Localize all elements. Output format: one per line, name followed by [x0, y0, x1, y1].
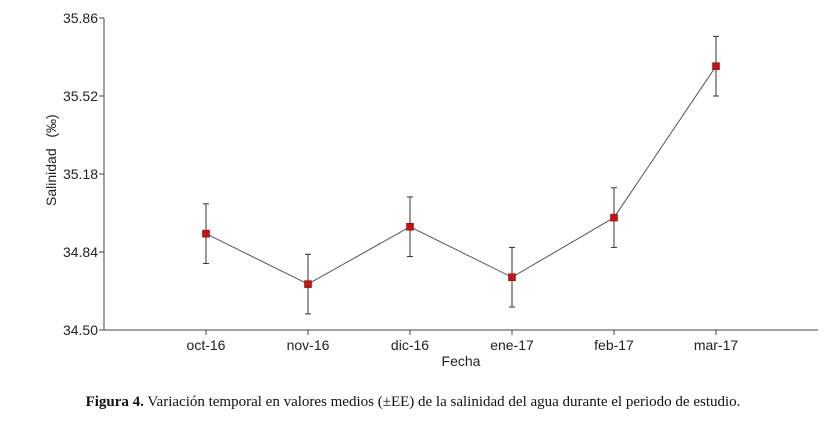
y-tick-label: 35.86	[63, 10, 98, 26]
marker-group	[202, 62, 720, 288]
data-point-marker	[610, 213, 618, 222]
data-point-marker	[202, 229, 210, 238]
caption-label: Figura 4.	[85, 394, 144, 410]
y-tick-label: 35.18	[63, 166, 98, 182]
x-axis-title: Fecha	[442, 353, 481, 369]
y-tick-label: 35.52	[63, 88, 98, 104]
data-point-marker	[712, 62, 720, 70]
tick-group: 34.50 34.84 35.18 35.52 35.86 oct-16 nov-16 dic…	[63, 10, 738, 353]
x-tick-label: feb-17	[594, 337, 634, 353]
x-tick-label: dic-16	[391, 337, 429, 353]
y-tick-label: 34.50	[63, 322, 98, 338]
figure-caption: Figura 4. Variación temporal en valores …	[0, 394, 826, 411]
y-axis-title: Salinidad	[43, 148, 59, 206]
x-tick-label: nov-16	[287, 337, 330, 353]
x-tick-label: ene-17	[490, 337, 534, 353]
error-bar-group	[203, 35, 719, 315]
series-line	[205, 65, 717, 285]
y-axis-unit: (‰)	[43, 114, 59, 137]
data-point-marker	[304, 280, 312, 288]
data-point-marker	[406, 223, 414, 231]
x-tick-label: oct-16	[187, 337, 226, 353]
caption-text: Variación temporal en valores medios (±E…	[143, 394, 741, 410]
data-point-marker	[508, 273, 516, 281]
x-tick-label: mar-17	[694, 337, 739, 353]
salinity-chart: 34.50 34.84 35.18 35.52 35.86 oct-16 nov-16 dic…	[43, 10, 818, 369]
y-tick-label: 34.84	[63, 244, 98, 260]
